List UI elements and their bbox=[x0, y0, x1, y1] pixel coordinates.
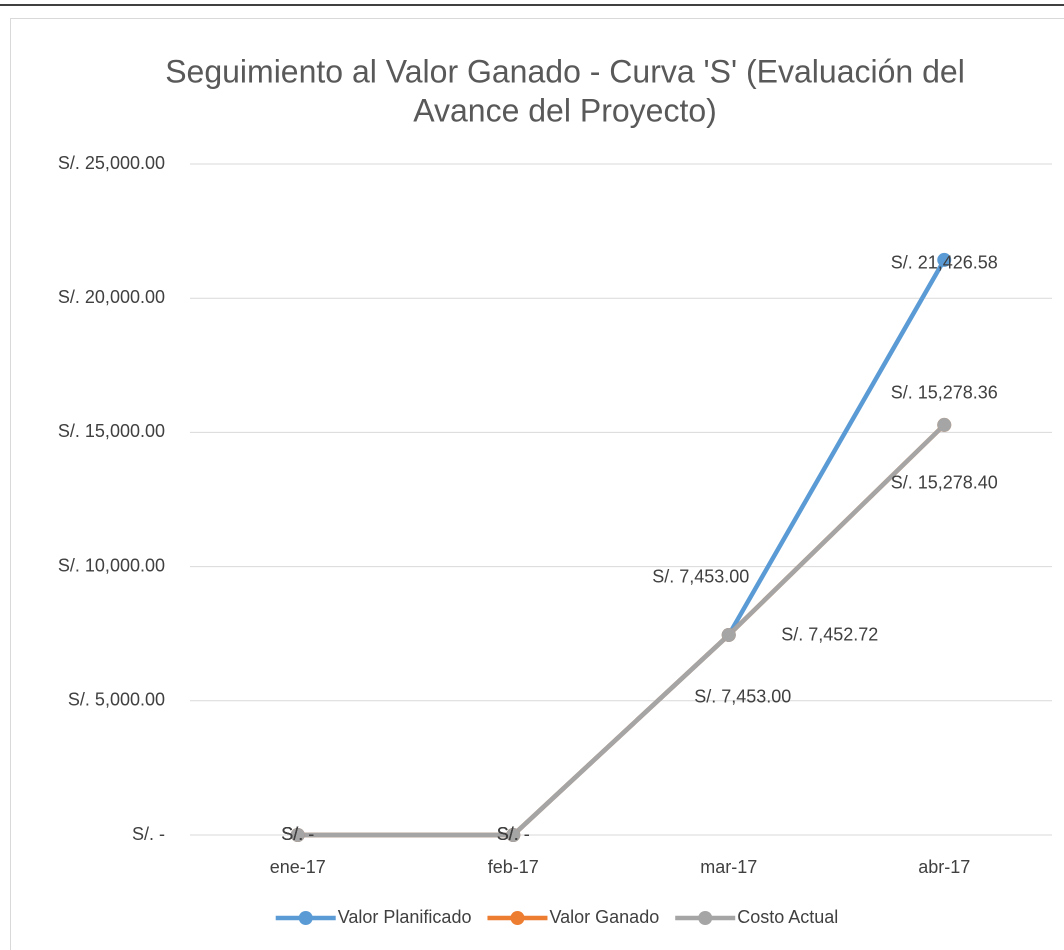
data-label: S/. 21,426.58 bbox=[891, 253, 998, 273]
x-tick-label: mar-17 bbox=[700, 857, 757, 877]
legend: Valor Planificado Valor Ganado Costo Actua… bbox=[275, 907, 838, 927]
data-label: S/. 7,453.00 bbox=[652, 567, 749, 587]
data-point bbox=[506, 828, 521, 842]
legend-marker bbox=[510, 911, 525, 925]
y-tick-label: S/. 10,000.00 bbox=[58, 555, 165, 575]
legend-marker bbox=[298, 911, 313, 925]
data-label: S/. - bbox=[281, 824, 314, 844]
data-point bbox=[290, 828, 305, 842]
x-tick-label: feb-17 bbox=[488, 857, 539, 877]
legend-label: Valor Planificado bbox=[338, 907, 472, 927]
data-label: S/. 15,278.40 bbox=[891, 473, 998, 493]
data-label: S/. - bbox=[281, 824, 314, 844]
legend-label: Valor Ganado bbox=[549, 907, 659, 927]
data-label: S/. - bbox=[497, 824, 530, 844]
data-label: S/. - bbox=[497, 824, 530, 844]
chart-title: Avance del Proyecto) bbox=[413, 92, 717, 128]
data-point bbox=[937, 417, 952, 432]
x-tick-label: ene-17 bbox=[270, 857, 326, 877]
y-tick-label: S/. 5,000.00 bbox=[68, 690, 165, 710]
data-label: S/. 7,452.72 bbox=[781, 625, 878, 645]
data-label: S/. 7,453.00 bbox=[694, 687, 791, 707]
series-line bbox=[295, 422, 947, 838]
series-line bbox=[295, 257, 947, 838]
legend-label: Costo Actual bbox=[737, 907, 838, 927]
data-label: S/. 15,278.36 bbox=[891, 383, 998, 403]
data-label: S/. - bbox=[281, 824, 314, 844]
chart-frame bbox=[10, 18, 1064, 950]
data-label: S/. - bbox=[497, 824, 530, 844]
data-point bbox=[937, 252, 952, 267]
data-point bbox=[721, 627, 736, 642]
chart-title: Seguimiento al Valor Ganado - Curva 'S' … bbox=[165, 53, 965, 89]
y-tick-label: S/. 15,000.00 bbox=[58, 421, 165, 441]
y-tick-label: S/. 20,000.00 bbox=[58, 287, 165, 307]
y-tick-label: S/. - bbox=[132, 824, 165, 844]
x-tick-label: abr-17 bbox=[918, 857, 970, 877]
y-tick-label: S/. 25,000.00 bbox=[58, 153, 165, 173]
legend-marker bbox=[698, 911, 713, 925]
